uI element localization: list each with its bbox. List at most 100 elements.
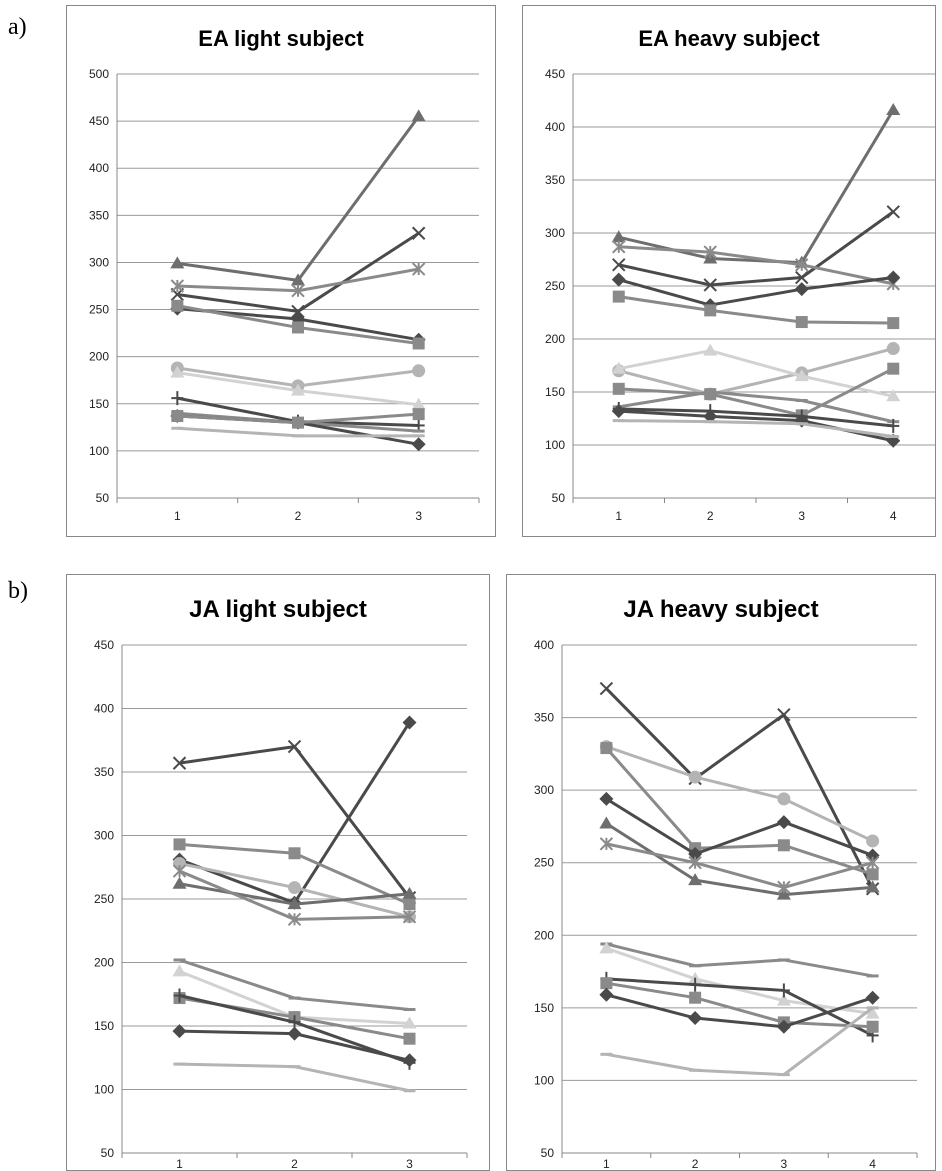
data-point — [776, 1019, 791, 1034]
x-tick-label: 3 — [415, 509, 422, 523]
y-tick-label: 200 — [534, 928, 554, 942]
y-tick-label: 50 — [541, 1146, 555, 1160]
data-point — [886, 103, 901, 116]
panel-label-a: a) — [8, 14, 27, 40]
series-line — [618, 367, 894, 417]
data-point — [402, 715, 417, 730]
series-11 — [171, 408, 425, 429]
data-point — [599, 681, 614, 696]
data-point — [612, 382, 625, 395]
data-point — [291, 383, 305, 396]
data-point — [611, 230, 626, 243]
data-point — [411, 437, 426, 452]
data-point — [887, 418, 900, 433]
data-point — [287, 897, 302, 910]
y-tick-label: 400 — [89, 161, 109, 175]
series-7 — [173, 958, 416, 1011]
x-tick-label: 1 — [176, 1157, 183, 1170]
y-tick-label: 300 — [89, 255, 109, 269]
series-line — [618, 245, 894, 286]
y-tick-label: 500 — [89, 67, 109, 81]
data-point — [688, 770, 702, 784]
series-line — [618, 347, 894, 396]
data-point — [865, 880, 880, 893]
chart-ja-light: JA light subject 50 100 150 200 250 300 350 400 4… — [66, 574, 490, 1171]
data-point — [600, 742, 613, 755]
series-line — [618, 295, 894, 325]
data-point — [599, 791, 614, 806]
data-point — [865, 990, 880, 1005]
data-point — [171, 299, 184, 312]
data-point — [795, 258, 809, 272]
series-line — [618, 276, 894, 307]
data-point — [612, 258, 626, 272]
data-point — [866, 868, 879, 881]
x-tick-label: 1 — [615, 509, 622, 523]
data-point — [599, 816, 614, 829]
series-line — [178, 721, 411, 905]
data-point — [795, 270, 809, 285]
data-point — [172, 756, 187, 770]
data-point — [403, 1032, 416, 1045]
data-point — [689, 991, 702, 1004]
data-point — [599, 987, 614, 1002]
data-point — [866, 834, 880, 848]
data-point — [173, 988, 186, 1003]
series-line — [618, 390, 894, 424]
series-line — [605, 747, 874, 876]
data-point — [887, 317, 900, 330]
series-line — [618, 419, 894, 439]
y-tick-label: 200 — [94, 956, 114, 970]
data-point — [777, 707, 791, 722]
data-point — [866, 1020, 879, 1033]
series-3 — [612, 240, 900, 291]
data-point — [794, 282, 809, 297]
data-point — [703, 343, 718, 356]
series-6 — [172, 864, 417, 927]
data-point — [599, 837, 614, 851]
series-line — [618, 109, 895, 265]
series-line — [605, 946, 873, 1016]
data-point — [776, 887, 791, 900]
series-line — [618, 210, 895, 287]
x-tick-label: 1 — [603, 1157, 610, 1170]
series-1 — [172, 739, 417, 905]
data-point — [611, 361, 626, 374]
data-point — [776, 815, 791, 830]
data-point — [412, 408, 425, 421]
data-point — [886, 342, 900, 356]
x-tick-label: 3 — [798, 509, 805, 523]
series-line — [605, 993, 874, 1029]
series-line — [179, 745, 411, 899]
chart-svg: JA light subject 50 100 150 200 250 300 350 400 4… — [94, 596, 468, 1170]
y-tick-label: 300 — [545, 226, 565, 240]
series-line — [605, 797, 874, 857]
y-tick-label: 450 — [89, 114, 109, 128]
chart-svg: EA light subject 50 100 150 200 250 300 350 400 4… — [89, 26, 480, 523]
chart-title: JA heavy subject — [623, 596, 818, 623]
y-tick-label: 100 — [94, 1083, 114, 1097]
data-point — [600, 977, 613, 990]
y-tick-label: 400 — [534, 638, 554, 652]
data-point — [171, 391, 184, 406]
x-tick-label: 2 — [707, 509, 714, 523]
series-7 — [170, 365, 426, 410]
series-3 — [173, 838, 416, 911]
series-line — [618, 409, 894, 443]
y-tick-label: 400 — [94, 702, 114, 716]
y-tick-label: 350 — [89, 208, 109, 222]
data-point — [411, 397, 426, 410]
data-point — [172, 1024, 187, 1039]
y-tick-label: 100 — [89, 444, 109, 458]
series-6 — [599, 837, 880, 895]
series-line — [606, 1006, 874, 1077]
y-tick-label: 250 — [534, 856, 554, 870]
y-tick-label: 100 — [534, 1073, 554, 1087]
series-2 — [612, 205, 900, 292]
y-tick-label: 250 — [545, 279, 565, 293]
data-point — [688, 856, 702, 870]
series-5 — [612, 290, 900, 330]
data-point — [170, 365, 185, 378]
data-point — [703, 409, 718, 424]
data-point — [172, 964, 187, 977]
